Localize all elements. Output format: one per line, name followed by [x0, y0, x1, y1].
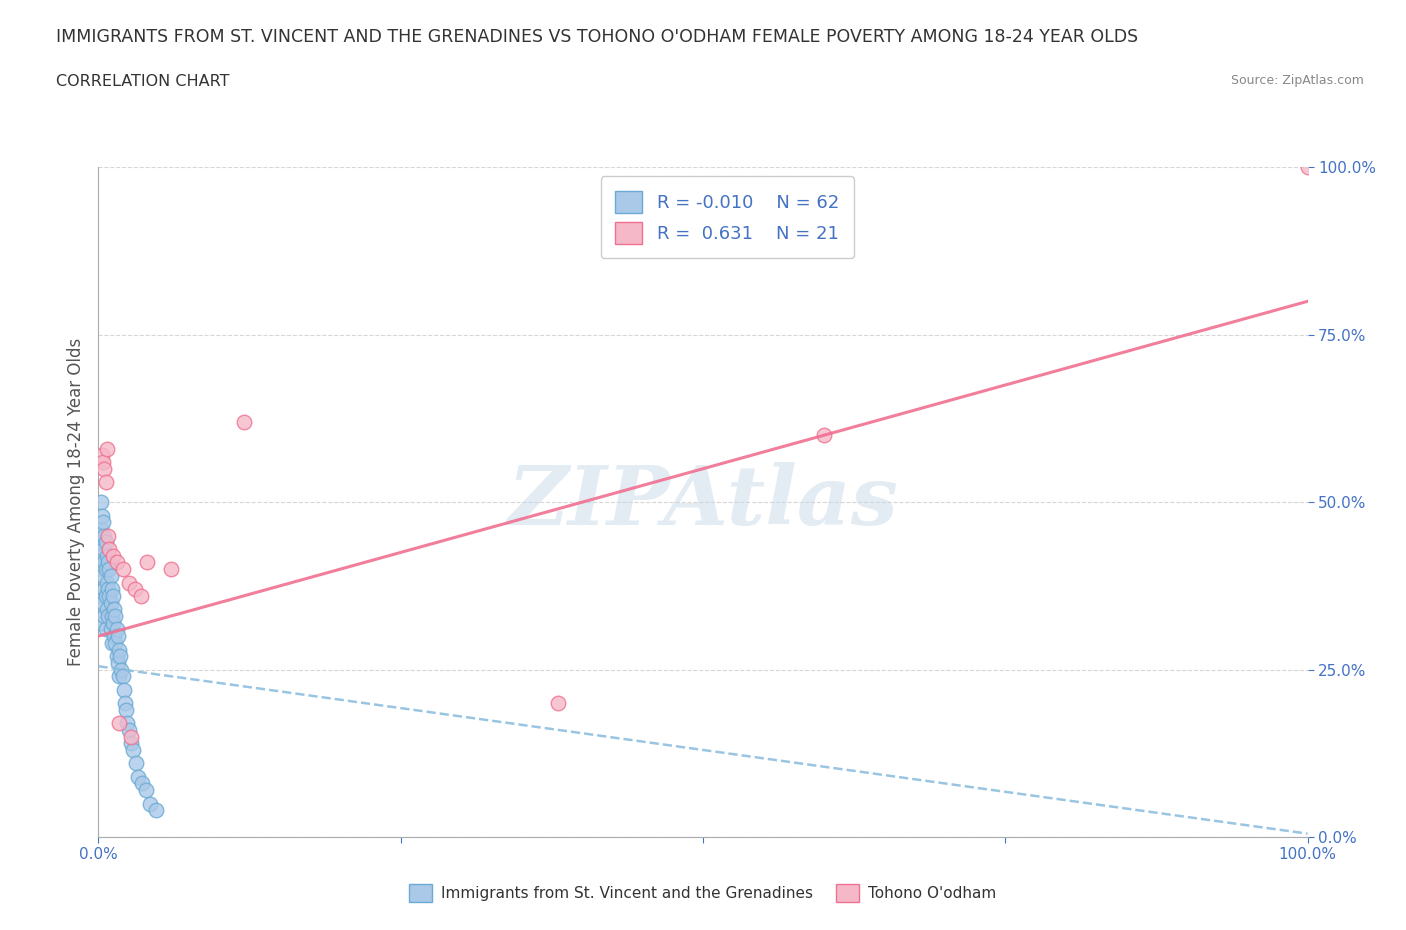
Point: [101, 589, 124, 604]
Point: [114, 696, 136, 711]
Point: [101, 616, 124, 631]
Point: [100, 568, 122, 583]
Point: [108, 669, 131, 684]
Point: [98, 562, 121, 577]
Point: [111, 669, 134, 684]
Point: [91, 515, 114, 530]
Point: [110, 662, 132, 677]
Point: [96, 575, 118, 590]
Point: [108, 649, 131, 664]
Point: [100, 635, 122, 650]
Point: [91, 508, 114, 523]
Point: [91, 595, 114, 610]
Point: [90, 522, 112, 537]
Point: [107, 629, 129, 644]
Point: [160, 562, 183, 577]
Point: [103, 602, 125, 617]
Legend: R = -0.010    N = 62, R =  0.631    N = 21: R = -0.010 N = 62, R = 0.631 N = 21: [600, 177, 853, 259]
Point: [93, 608, 115, 623]
Point: [105, 622, 128, 637]
Point: [115, 702, 138, 717]
Point: [108, 642, 131, 657]
Point: [90, 495, 112, 510]
Point: [91, 589, 114, 604]
Point: [124, 582, 146, 597]
Point: [101, 549, 124, 564]
Point: [91, 616, 114, 631]
Point: [105, 555, 128, 570]
Point: [98, 589, 121, 604]
Point: [104, 635, 127, 650]
Point: [135, 783, 157, 798]
Legend: Immigrants from St. Vincent and the Grenadines, Tohono O'odham: Immigrants from St. Vincent and the Gren…: [404, 878, 1002, 909]
Point: [125, 756, 148, 771]
Point: [97, 528, 120, 543]
Point: [100, 582, 122, 597]
Point: [108, 716, 131, 731]
Point: [129, 589, 152, 604]
Point: [91, 568, 114, 583]
Point: [93, 461, 115, 476]
Point: [96, 441, 118, 456]
Point: [97, 582, 120, 597]
Point: [97, 608, 120, 623]
Point: [91, 455, 114, 470]
Text: ZIPAtlas: ZIPAtlas: [508, 462, 898, 542]
Point: [96, 602, 118, 617]
Point: [94, 474, 117, 489]
Point: [100, 622, 122, 637]
Point: [96, 549, 118, 564]
Point: [94, 562, 117, 577]
Point: [94, 535, 117, 550]
Point: [97, 555, 120, 570]
Point: [135, 555, 157, 570]
Point: [94, 589, 117, 604]
Point: [232, 415, 254, 430]
Point: [139, 796, 162, 811]
Point: [131, 776, 153, 790]
Point: [98, 541, 121, 556]
Point: [91, 562, 114, 577]
Point: [93, 582, 115, 597]
Point: [103, 629, 125, 644]
Text: IMMIGRANTS FROM ST. VINCENT AND THE GRENADINES VS TOHONO O'ODHAM FEMALE POVERTY : IMMIGRANTS FROM ST. VINCENT AND THE GREN…: [56, 28, 1139, 46]
Text: Source: ZipAtlas.com: Source: ZipAtlas.com: [1230, 74, 1364, 87]
Point: [118, 575, 141, 590]
Y-axis label: Female Poverty Among 18-24 Year Olds: Female Poverty Among 18-24 Year Olds: [66, 339, 84, 666]
Point: [94, 622, 117, 637]
Point: [122, 742, 145, 757]
Point: [145, 803, 167, 817]
Point: [90, 549, 112, 564]
Point: [100, 608, 122, 623]
Point: [91, 535, 114, 550]
Point: [127, 769, 149, 784]
Point: [107, 656, 129, 671]
Point: [813, 428, 835, 443]
Point: [118, 723, 141, 737]
Point: [104, 608, 127, 623]
Point: [93, 528, 115, 543]
Text: CORRELATION CHART: CORRELATION CHART: [56, 74, 229, 89]
Point: [120, 736, 142, 751]
Point: [1296, 160, 1319, 175]
Point: [547, 696, 569, 711]
Point: [120, 729, 142, 744]
Point: [111, 562, 134, 577]
Point: [105, 649, 128, 664]
Point: [93, 555, 115, 570]
Point: [91, 448, 114, 463]
Point: [112, 683, 135, 698]
Point: [117, 716, 139, 731]
Point: [91, 541, 114, 556]
Point: [100, 595, 122, 610]
